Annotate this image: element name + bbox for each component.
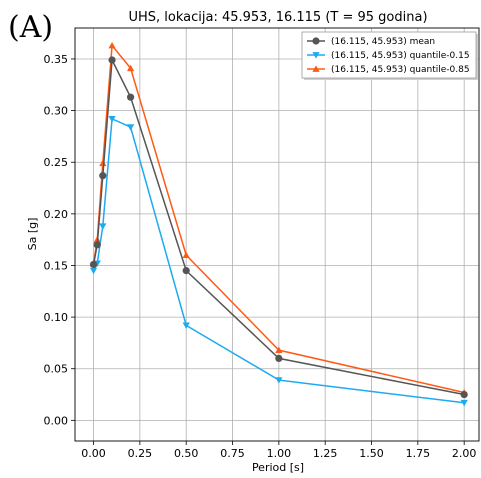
x-tick-label: 0.25: [128, 447, 153, 460]
legend-label: (16.115, 45.953) quantile-0.15: [331, 51, 470, 61]
data-point: [108, 41, 116, 49]
series-0: [89, 56, 468, 399]
legend-entry: (16.115, 45.953) mean: [307, 37, 435, 47]
y-tick-label: 0.10: [44, 311, 69, 324]
y-tick-label: 0.05: [44, 363, 69, 376]
data-point: [108, 115, 116, 123]
chart-title: UHS, lokacija: 45.953, 16.115 (T = 95 go…: [128, 10, 427, 25]
x-tick-label: 0.50: [174, 447, 199, 460]
legend-label: (16.115, 45.953) quantile-0.85: [331, 65, 470, 75]
data-point: [126, 64, 135, 72]
data-point: [126, 93, 135, 101]
series-layer: [89, 41, 468, 407]
plot-frame: [74, 27, 480, 442]
grid-lines: [75, 28, 479, 441]
data-point: [99, 223, 107, 230]
data-point: [275, 346, 283, 354]
data-point: [99, 159, 107, 167]
x-tick-label: 1.75: [406, 447, 431, 460]
data-point: [126, 124, 135, 131]
data-point: [93, 241, 101, 249]
data-point: [108, 56, 116, 64]
legend-label: (16.115, 45.953) mean: [331, 37, 435, 47]
series-1: [89, 115, 468, 407]
y-tick-label: 0.30: [44, 105, 69, 118]
legend-marker: [312, 65, 320, 72]
legend-entry: (16.115, 45.953) quantile-0.15: [307, 51, 470, 61]
data-point: [460, 390, 468, 399]
data-point: [99, 172, 107, 180]
x-tick-label: 0.75: [220, 447, 245, 460]
x-tick-label: 1.25: [313, 447, 338, 460]
x-tick-label: 1.50: [359, 447, 384, 460]
y-tick-label: 0.25: [44, 156, 69, 169]
data-point: [182, 267, 190, 275]
data-point: [275, 377, 283, 384]
data-point: [275, 354, 283, 362]
series-line: [92, 57, 465, 396]
x-axis-label: Period [s]: [252, 461, 304, 474]
x-tick-label: 1.00: [267, 447, 292, 460]
y-tick-label: 0.15: [44, 259, 69, 272]
legend-entry: (16.115, 45.953) quantile-0.85: [307, 65, 470, 75]
data-point: [182, 322, 190, 329]
data-point: [89, 267, 98, 275]
legend-marker: [312, 52, 320, 59]
legend: (16.115, 45.953) mean (16.115, 45.953) qu…: [301, 31, 478, 80]
y-axis-label: Sa [g]: [26, 218, 39, 251]
x-tick-label: 0.00: [81, 447, 106, 460]
x-tick-label: 2.00: [452, 447, 477, 460]
data-point: [182, 251, 190, 259]
legend-marker: [312, 37, 320, 45]
y-tick-label: 0.00: [44, 414, 69, 427]
series-line: [92, 117, 465, 404]
y-tick-label: 0.35: [44, 53, 69, 66]
data-point: [89, 260, 98, 269]
axis-ticks: 0.00 0.25 0.50 0.75 1.00 1.25 1.50 1.75 2.00 0.00…: [44, 53, 477, 460]
data-point: [460, 399, 468, 407]
y-tick-label: 0.20: [44, 208, 69, 221]
legend-box: [301, 31, 477, 79]
panel-label: (A): [8, 10, 54, 45]
